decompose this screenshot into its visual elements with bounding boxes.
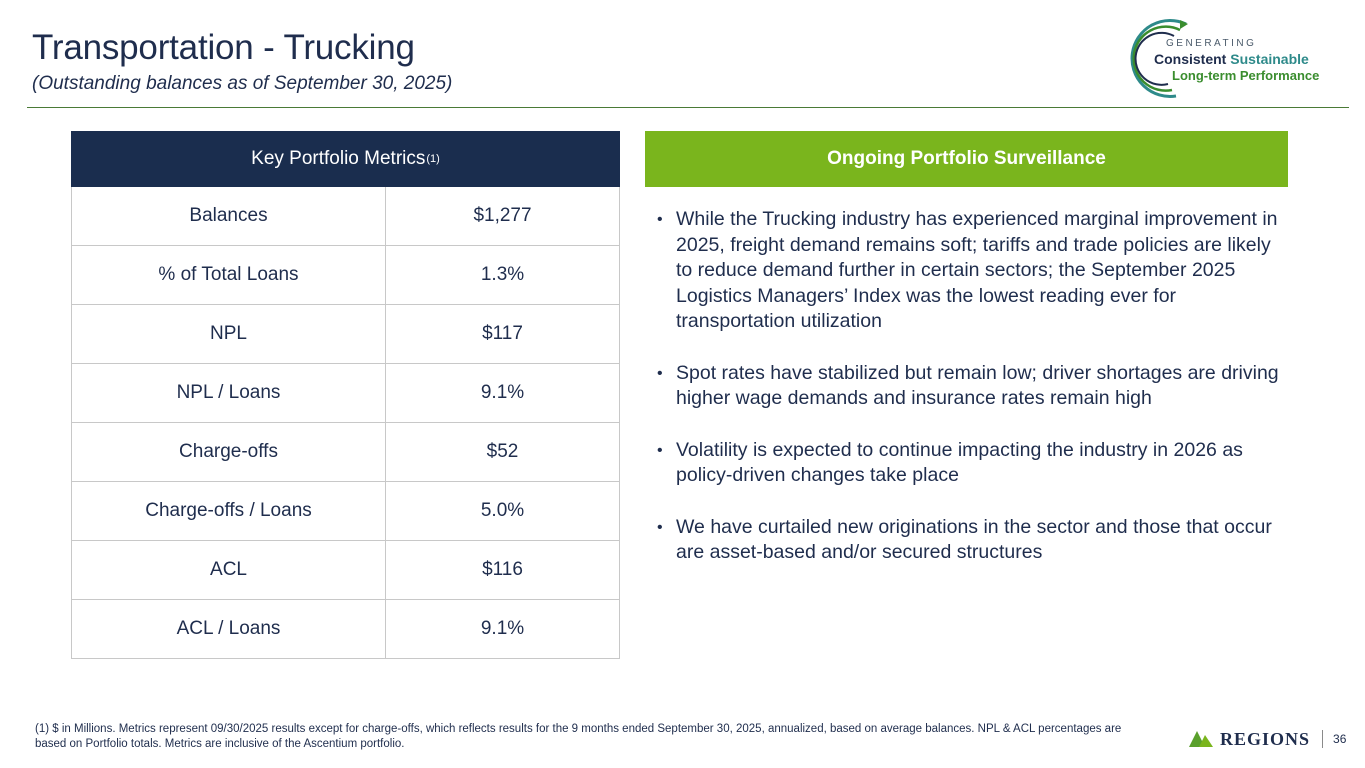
metric-value: 9.1% xyxy=(480,382,525,403)
page-subtitle: (Outstanding balances as of September 30… xyxy=(32,73,453,94)
metrics-row: ACL / Loans 9.1% xyxy=(72,599,619,658)
bullet-marker: • xyxy=(657,441,663,459)
metrics-heading-footnote-mark: (1) xyxy=(426,153,440,165)
metric-value: $52 xyxy=(486,441,519,462)
bullet-text: While the Trucking industry has experien… xyxy=(676,208,1278,332)
logo-line-two: Consistent Sustainable xyxy=(1154,51,1309,67)
page-number: 36 xyxy=(1333,732,1347,746)
metric-label: Charge-offs xyxy=(72,423,386,481)
metric-value: 5.0% xyxy=(480,500,525,521)
metric-label: ACL xyxy=(72,541,386,599)
surveillance-bullet: • We have curtailed new originations in t… xyxy=(645,515,1288,566)
generating-logo: GENERATING Consistent Sustainable Long-t… xyxy=(1128,18,1348,102)
logo-long-term-text: Long-term Performance xyxy=(1172,68,1320,83)
metric-label: NPL / Loans xyxy=(72,364,386,422)
logo-consistent-text: Consistent xyxy=(1154,51,1227,67)
footnote: (1) $ in Millions. Metrics represent 09/… xyxy=(35,723,1122,750)
regions-brand: REGIONS 36 xyxy=(1188,728,1346,750)
bullet-marker: • xyxy=(657,364,663,382)
regions-wordmark: REGIONS xyxy=(1220,728,1311,749)
regions-pyramid-icon xyxy=(1189,731,1213,747)
metric-label: Balances xyxy=(72,187,386,245)
metric-value: $117 xyxy=(482,323,523,344)
metric-label: Charge-offs / Loans xyxy=(72,482,386,540)
metrics-table-body: Balances $1,277 % of Total Loans 1.3% NPL $11… xyxy=(71,187,620,659)
metric-label: NPL xyxy=(72,305,386,363)
circular-arrows-icon xyxy=(1130,18,1188,98)
logo-generating-text: GENERATING xyxy=(1166,38,1257,49)
metric-label: % of Total Loans xyxy=(72,246,386,304)
metrics-row: Charge-offs / Loans 5.0% xyxy=(72,481,619,540)
header-divider xyxy=(27,107,1349,108)
metrics-row: Charge-offs $52 xyxy=(72,422,619,481)
metric-value: 1.3% xyxy=(480,264,525,285)
surveillance-bullet: • While the Trucking industry has experie… xyxy=(645,207,1288,335)
ongoing-surveillance-panel: Ongoing Portfolio Surveillance • While th… xyxy=(645,131,1288,592)
surveillance-bullet: • Volatility is expected to continue impa… xyxy=(645,438,1288,489)
metrics-table-header: Key Portfolio Metrics (1) xyxy=(71,131,620,187)
surveillance-bullet-list: • While the Trucking industry has experie… xyxy=(645,187,1288,566)
metrics-row: NPL $117 xyxy=(72,304,619,363)
page-title: Transportation - Trucking xyxy=(32,28,415,67)
surveillance-header: Ongoing Portfolio Surveillance xyxy=(645,131,1288,187)
metric-value: $116 xyxy=(482,559,523,580)
bullet-marker: • xyxy=(657,518,663,536)
surveillance-bullet: • Spot rates have stabilized but remain l… xyxy=(645,361,1288,412)
metrics-heading-text: Key Portfolio Metrics xyxy=(251,148,426,169)
metrics-row: % of Total Loans 1.3% xyxy=(72,245,619,304)
brand-separator xyxy=(1322,730,1324,748)
metrics-row: ACL $116 xyxy=(72,540,619,599)
metric-label: ACL / Loans xyxy=(72,600,386,658)
bullet-text: Volatility is expected to continue impac… xyxy=(676,438,1243,487)
metrics-row: NPL / Loans 9.1% xyxy=(72,363,619,422)
bullet-text: We have curtailed new originations in th… xyxy=(676,515,1272,564)
metrics-row: Balances $1,277 xyxy=(72,187,619,245)
metric-value: 9.1% xyxy=(480,618,525,639)
bullet-text: Spot rates have stabilized but remain lo… xyxy=(676,361,1279,410)
bullet-marker: • xyxy=(657,211,663,228)
logo-sustainable-text: Sustainable xyxy=(1230,51,1309,67)
metric-value: $1,277 xyxy=(473,205,532,226)
key-portfolio-metrics-table: Key Portfolio Metrics (1) Balances $1,277%… xyxy=(71,131,620,659)
